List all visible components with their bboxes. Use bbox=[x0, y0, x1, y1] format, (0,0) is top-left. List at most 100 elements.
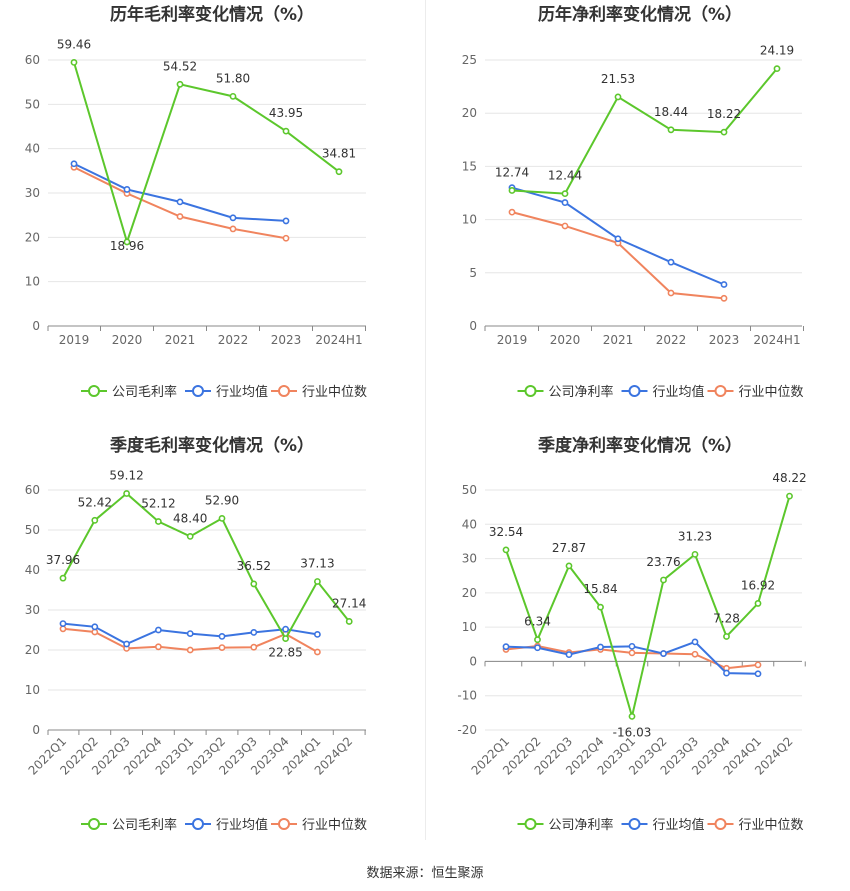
legend-item-3[interactable]: 行业中位数 bbox=[707, 385, 804, 400]
chart-panel-4: 季度净利率变化情况（%）-20-10010203040502022Q12022Q… bbox=[457, 435, 806, 833]
data-point bbox=[176, 80, 184, 88]
data-point bbox=[282, 625, 289, 633]
data-label: 23.76 bbox=[646, 555, 680, 569]
data-point bbox=[282, 635, 289, 642]
data-label: 21.53 bbox=[601, 72, 635, 86]
x-tick-label: 2023 bbox=[271, 333, 302, 347]
legend-item-2[interactable]: 行业均值 bbox=[621, 384, 705, 400]
legend-swatch-marker bbox=[714, 385, 727, 397]
x-tick-label: 2021 bbox=[165, 333, 196, 347]
data-label: 52.12 bbox=[141, 497, 175, 511]
legend-item-1[interactable]: 公司净利率 bbox=[517, 817, 614, 833]
data-label: 27.14 bbox=[332, 596, 366, 610]
data-point bbox=[667, 289, 675, 297]
y-tick-label: 0 bbox=[469, 654, 477, 668]
data-label: 43.95 bbox=[269, 106, 303, 120]
data-point bbox=[313, 578, 321, 585]
data-label: -16.03 bbox=[613, 725, 652, 739]
data-point bbox=[660, 650, 667, 657]
y-tick-label: 60 bbox=[25, 53, 40, 67]
series-line-1 bbox=[62, 492, 350, 641]
data-point bbox=[502, 643, 510, 651]
x-tick-label: 2021 bbox=[603, 333, 634, 347]
data-source-note: 数据来源：恒生聚源 bbox=[366, 866, 484, 881]
legend-item-3[interactable]: 行业中位数 bbox=[271, 385, 367, 400]
legend-item-2[interactable]: 行业均值 bbox=[621, 817, 705, 833]
y-tick-label: 40 bbox=[25, 142, 40, 156]
legend-swatch-marker bbox=[628, 385, 641, 397]
legend-item-1[interactable]: 公司净利率 bbox=[517, 384, 614, 400]
legend-swatch-marker bbox=[278, 818, 290, 830]
data-label: 54.52 bbox=[163, 59, 197, 73]
data-point bbox=[720, 128, 728, 136]
data-point bbox=[229, 214, 237, 222]
legend-swatch-marker bbox=[628, 818, 641, 830]
data-point bbox=[720, 294, 728, 302]
x-tick-label: 2022 bbox=[656, 333, 687, 347]
chart-title: 季度毛利率变化情况（%） bbox=[110, 435, 314, 456]
chart-panel-1: 历年毛利率变化情况（%） 0 10 20 30 40 50 60 2019 2020 2021 202… bbox=[25, 4, 367, 400]
data-point bbox=[667, 258, 675, 266]
y-tick-label: 50 bbox=[462, 483, 477, 497]
data-point bbox=[229, 92, 237, 100]
data-label: 7.28 bbox=[713, 611, 740, 625]
y-tick-label: 10 bbox=[462, 213, 477, 227]
legend-swatch-marker bbox=[278, 385, 290, 397]
legend-item-2[interactable]: 行业均值 bbox=[185, 817, 268, 833]
legend-item-2[interactable]: 行业均值 bbox=[185, 384, 268, 400]
legend-item-3[interactable]: 行业中位数 bbox=[271, 818, 367, 833]
data-label: 6.34 bbox=[524, 615, 551, 629]
data-point bbox=[597, 603, 604, 611]
data-point bbox=[691, 638, 699, 646]
x-tick-label: 2024H1 bbox=[753, 333, 800, 347]
x-tick-label: 2020 bbox=[550, 333, 581, 347]
data-label: 37.96 bbox=[46, 553, 80, 567]
data-point bbox=[250, 580, 258, 588]
data-point bbox=[773, 65, 781, 73]
chart-panel-2: 历年净利率变化情况（%） 0 5 10 15 20 25 2019 2020 2021 2022 20… bbox=[462, 4, 804, 400]
legend-label: 行业中位数 bbox=[302, 385, 367, 400]
series-line-3 bbox=[511, 211, 725, 300]
x-tick-label: 2024H1 bbox=[315, 333, 362, 347]
data-point bbox=[754, 600, 762, 607]
data-point bbox=[282, 127, 290, 135]
legend-label: 行业均值 bbox=[216, 817, 268, 833]
chart-title: 季度净利率变化情况（%） bbox=[538, 435, 742, 456]
chart-title: 历年净利率变化情况（%） bbox=[538, 4, 742, 25]
data-point bbox=[561, 190, 569, 198]
data-label: 31.23 bbox=[678, 529, 712, 543]
data-point bbox=[176, 198, 184, 206]
data-point bbox=[723, 669, 730, 677]
data-point bbox=[614, 93, 622, 101]
data-point bbox=[667, 126, 675, 134]
data-point bbox=[754, 661, 762, 669]
y-tick-label: 0 bbox=[469, 319, 477, 333]
y-tick-label: 20 bbox=[25, 230, 40, 244]
legend-swatch-marker bbox=[524, 818, 537, 830]
legend-item-3[interactable]: 行业中位数 bbox=[707, 818, 804, 833]
y-tick-label: 10 bbox=[25, 275, 40, 289]
data-point bbox=[59, 574, 67, 582]
data-label: 12.74 bbox=[495, 165, 529, 179]
legend-label: 公司净利率 bbox=[549, 817, 614, 833]
y-tick-label: 10 bbox=[25, 683, 40, 697]
y-tick-label: 30 bbox=[462, 552, 477, 566]
data-point bbox=[186, 630, 194, 637]
y-tick-label: 30 bbox=[25, 603, 40, 617]
legend-item-1[interactable]: 公司毛利率 bbox=[81, 817, 177, 833]
data-point bbox=[508, 208, 516, 216]
data-label: 52.42 bbox=[78, 495, 112, 509]
legend-item-1[interactable]: 公司毛利率 bbox=[81, 384, 177, 400]
legend-label: 行业均值 bbox=[653, 817, 705, 833]
data-label: 51.80 bbox=[216, 71, 250, 85]
legend-swatch-marker bbox=[88, 818, 100, 830]
data-point bbox=[282, 234, 290, 242]
data-label: 18.96 bbox=[110, 239, 144, 253]
data-point bbox=[565, 651, 573, 658]
data-point bbox=[561, 199, 569, 206]
data-point bbox=[614, 235, 622, 243]
data-label: 59.46 bbox=[57, 37, 91, 51]
data-point bbox=[154, 643, 162, 651]
legend-label: 行业中位数 bbox=[739, 818, 804, 833]
legend-swatch-marker bbox=[192, 818, 204, 830]
